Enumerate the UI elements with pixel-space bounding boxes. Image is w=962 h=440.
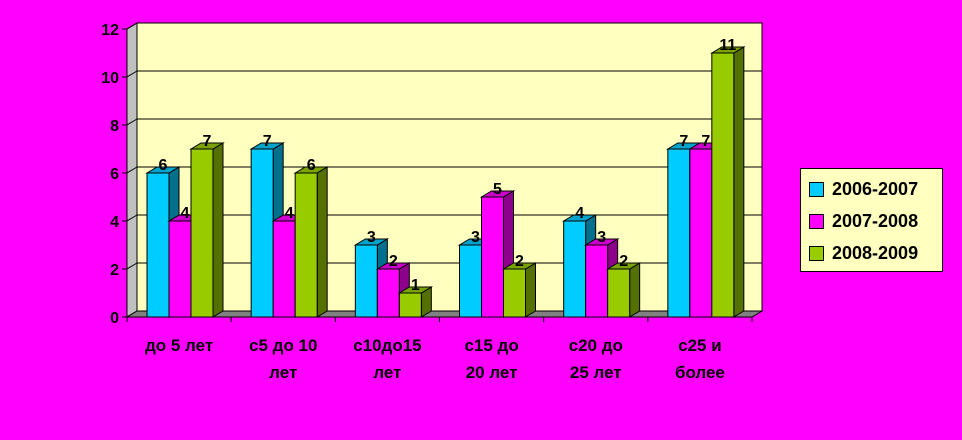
bar-front [272,220,296,318]
bar-front [168,220,192,318]
data-label: 2 [515,253,524,270]
bar-front [607,268,631,318]
y-tick-label: 8 [110,118,119,135]
gridline-side [126,262,138,270]
y-tick-label: 0 [110,310,119,327]
x-category-label: с15 до [464,336,518,355]
x-category-label: с25 и [678,336,722,355]
data-label: 1 [411,277,420,294]
y-tick-label: 10 [101,70,119,87]
data-label: 3 [471,229,480,246]
bar [710,46,746,318]
gridline-side [126,166,138,174]
bar-front [398,292,422,318]
bar-front [711,52,735,318]
x-category-label: с20 до [569,336,623,355]
x-category-label: лет [373,363,401,382]
x-category-label: 25 лет [570,363,622,382]
bar-front [563,220,587,318]
bar-front [481,196,504,318]
data-label: 2 [619,253,628,270]
data-label: 4 [181,205,190,222]
x-category-label: с10до15 [353,336,421,355]
bar [189,142,225,318]
data-label: 7 [679,133,688,150]
gridline-side [126,70,138,78]
legend-item: 2008-2009 [809,237,942,269]
x-category-label: до 5 лет [145,336,213,355]
gridline-side [126,22,138,30]
x-category-label: лет [269,363,297,382]
bar-front [376,268,400,318]
bar-front [354,244,378,318]
x-category-label: с5 до 10 [249,336,317,355]
bar-side [212,142,224,318]
bar-side [316,166,328,318]
bar [293,166,329,318]
bar [397,286,434,318]
bar-front [585,244,609,318]
data-label: 11 [719,37,736,54]
bar-front [503,268,526,318]
data-label: 5 [493,181,502,198]
legend-item: 2006-2007 [809,173,942,205]
legend-swatch-2008-2009 [809,245,824,261]
data-label: 2 [389,253,398,270]
y-axis: 0 2 4 6 8 10 12 [101,22,128,327]
legend-label: 2008-2009 [832,242,919,263]
legend-item: 2007-2008 [809,205,942,237]
data-label: 7 [701,133,710,150]
x-category-label: более [675,363,725,382]
legend-label: 2006-2007 [832,178,919,199]
bar-front [459,244,482,318]
bar-front [146,172,170,318]
data-label: 4 [575,205,584,222]
legend-swatch-2007-2008 [809,213,824,229]
data-label: 6 [159,157,168,174]
y-tick-label: 6 [110,166,119,183]
data-label: 3 [597,229,606,246]
bar-front [294,172,318,318]
y-tick-label: 4 [110,214,119,231]
bar [605,262,642,318]
data-label: 7 [203,133,212,150]
data-label: 7 [263,133,272,150]
bar-side [629,262,641,318]
bar [501,262,538,318]
data-label: 3 [367,229,376,246]
bar-front [689,148,713,318]
bar-side [525,262,536,318]
x-category-label: 20 лет [466,363,518,382]
y-tick-label: 2 [110,262,119,279]
bar-front [190,148,214,318]
data-label: 4 [285,205,294,222]
legend: 2006-2007 2007-2008 2008-2009 [800,168,943,272]
y-tick-label: 12 [101,22,119,39]
gridline-side [126,118,138,126]
gridline-side [126,214,138,222]
x-axis: до 5 лет с5 до 10 лет с10до15 лет с15 до 20 ле… [126,316,753,382]
legend-swatch-2006-2007 [809,181,824,197]
bar-front [250,148,274,318]
legend-label: 2007-2008 [832,210,919,231]
bar-side [733,46,745,318]
bar-front [667,148,691,318]
data-label: 6 [307,157,316,174]
